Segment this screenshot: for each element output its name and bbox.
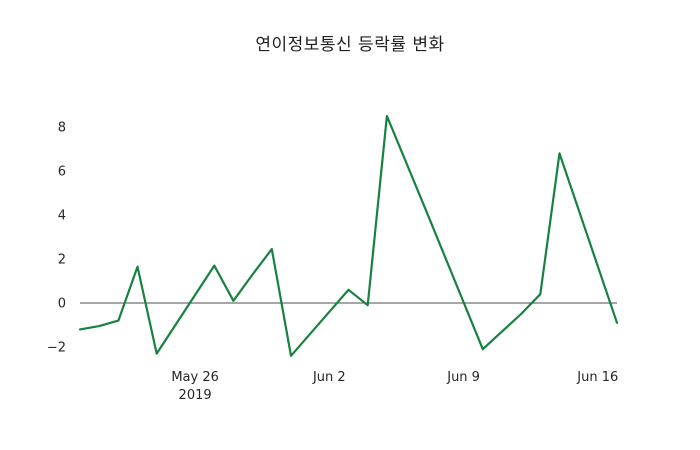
y-tick-label: 8 bbox=[58, 121, 66, 136]
x-tick-label: Jun 16 bbox=[576, 370, 618, 385]
y-tick-label: 0 bbox=[58, 297, 66, 312]
x-tick-label: May 26 bbox=[171, 370, 219, 385]
y-tick-label: 4 bbox=[58, 209, 66, 224]
x-tick-label: Jun 9 bbox=[446, 370, 480, 385]
y-tick-label: −2 bbox=[47, 341, 66, 356]
x-tick-label: Jun 2 bbox=[312, 370, 346, 385]
series-layer bbox=[78, 114, 619, 357]
y-tick-label: 2 bbox=[58, 253, 66, 268]
axis-labels-layer: −2 0 2 4 6 8 May 26 2019 Jun 2 Jun 9 Jun 16 bbox=[47, 121, 618, 404]
chart-title: 연이정보통신 등락률 변화 bbox=[255, 35, 445, 55]
x-tick-label: 2019 bbox=[179, 388, 212, 403]
price-change-series-line bbox=[78, 114, 619, 357]
y-tick-label: 6 bbox=[58, 165, 66, 180]
